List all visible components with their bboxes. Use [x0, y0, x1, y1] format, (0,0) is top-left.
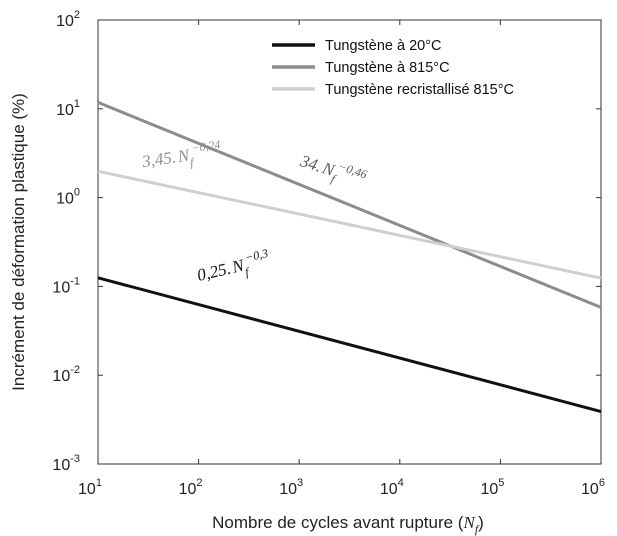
equation-label-2: 3,45.Nf−0,24: [139, 137, 223, 176]
series-line-0: [97, 276, 602, 413]
y-tick-label: 101: [56, 98, 80, 119]
series-line-1: [97, 101, 602, 309]
x-tick-label: 104: [380, 477, 404, 498]
y-axis-label: Incrément de déformation plastique (%): [9, 93, 28, 391]
legend-label-0: Tungstène à 20°C: [325, 38, 442, 54]
legend-label-1: Tungstène à 815°C: [325, 60, 450, 76]
x-tick-label: 105: [480, 477, 504, 498]
y-tick-label: 10-2: [52, 364, 80, 385]
series-lines: [97, 101, 602, 413]
x-tick-label: 106: [581, 477, 605, 498]
y-tick-label: 10-3: [52, 453, 80, 474]
x-tick-label: 102: [179, 477, 203, 498]
x-tick-label: 101: [78, 477, 102, 498]
series-line-2: [97, 169, 602, 280]
y-tick-label: 100: [56, 187, 80, 208]
x-axis-label: Nombre de cycles avant rupture (Nf): [212, 513, 484, 536]
legend-label-2: Tungstène recristallisé 815°C: [325, 82, 514, 98]
legend: Tungstène à 20°C Tungstène à 815°C Tungstè…: [272, 38, 514, 98]
y-tick-label: 102: [56, 9, 80, 30]
y-tick-label: 10-1: [52, 275, 80, 296]
x-tick-label: 103: [279, 477, 303, 498]
axis-ticks: 101 102 103 104 105 106 10-3 10-2 10-1 100 101 102: [52, 9, 605, 498]
